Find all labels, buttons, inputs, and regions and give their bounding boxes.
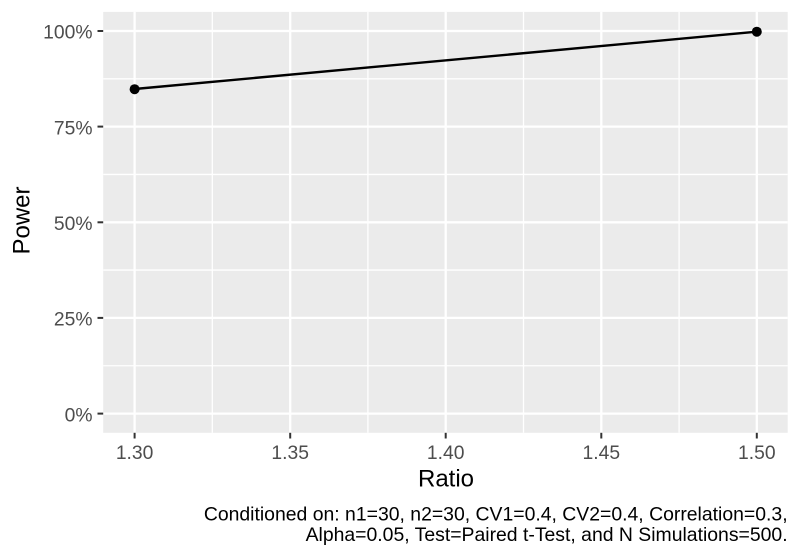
svg-text:Alpha=0.05, Test=Paired t-Test: Alpha=0.05, Test=Paired t-Test, and N Si… (306, 524, 788, 546)
svg-text:75%: 75% (54, 118, 93, 139)
svg-text:Ratio: Ratio (418, 466, 474, 493)
svg-text:1.30: 1.30 (116, 443, 154, 464)
svg-text:1.40: 1.40 (427, 443, 465, 464)
svg-text:1.45: 1.45 (583, 443, 621, 464)
svg-text:0%: 0% (65, 405, 93, 426)
svg-text:100%: 100% (43, 23, 92, 44)
svg-text:50%: 50% (54, 214, 93, 235)
svg-text:Conditioned on: n1=30, n2=30,: Conditioned on: n1=30, n2=30, CV1=0.4, C… (204, 503, 788, 525)
svg-text:25%: 25% (54, 310, 93, 331)
svg-text:Power: Power (9, 186, 36, 254)
svg-text:1.50: 1.50 (738, 443, 776, 464)
svg-text:1.35: 1.35 (271, 443, 309, 464)
